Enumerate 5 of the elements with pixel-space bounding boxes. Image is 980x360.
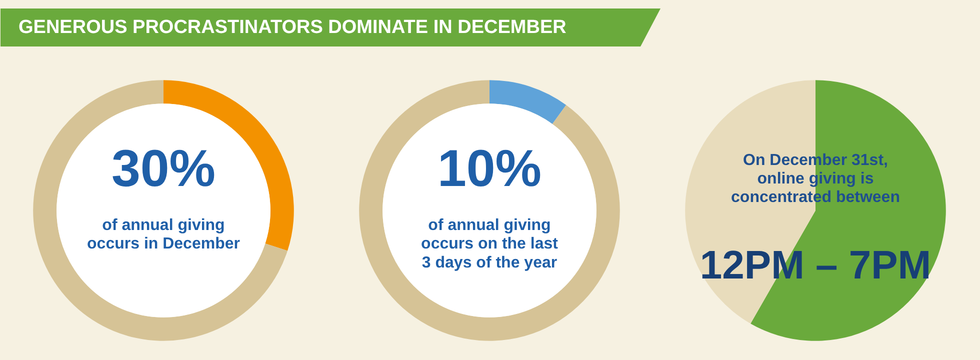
- text: of annual giving occurs in December: [87, 217, 240, 253]
- text: 30%: [111, 140, 216, 198]
- chart-title: GENEROUS PROCRASTINATORS DOMINATE IN DECEMBER: [18, 17, 567, 38]
- text: 10%: [437, 140, 542, 198]
- text: of annual giving occurs on the last 3 days of the year: [421, 217, 559, 272]
